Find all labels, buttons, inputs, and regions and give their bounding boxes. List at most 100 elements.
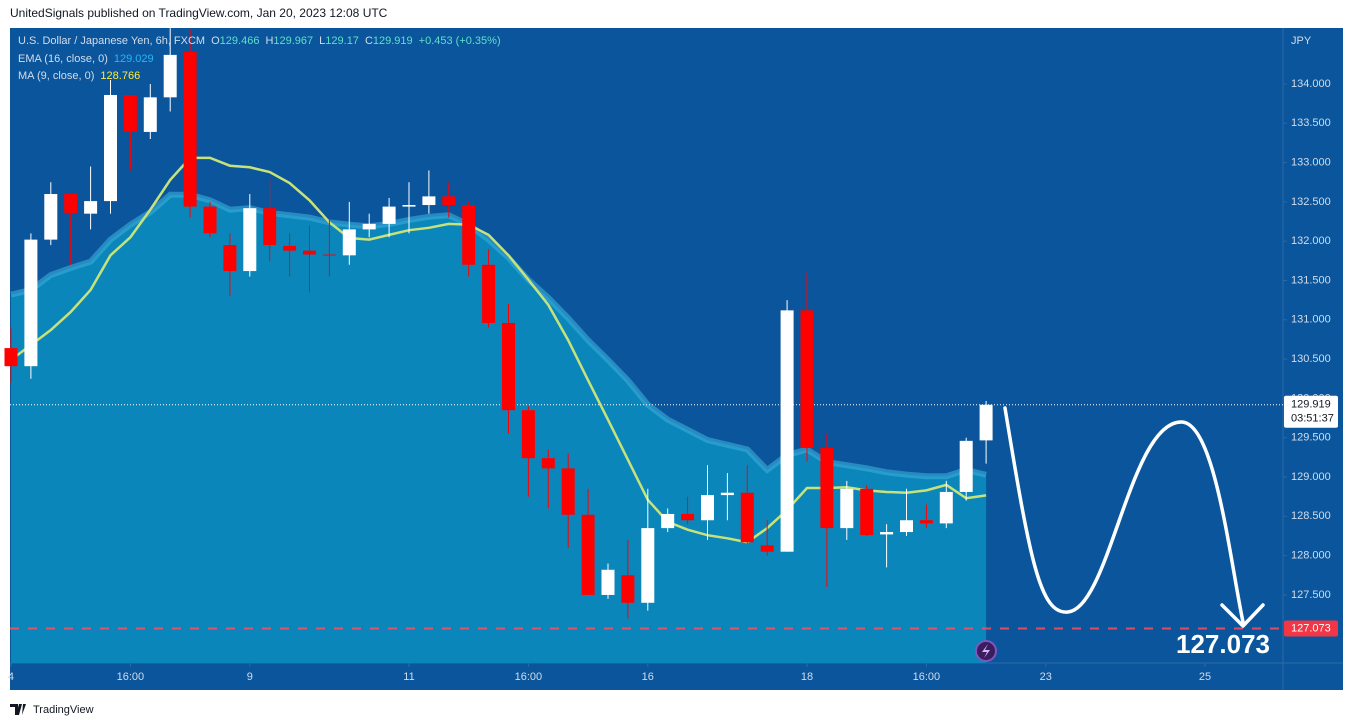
y-tick-label: 134.000 <box>1291 78 1331 90</box>
y-tick-label: 133.000 <box>1291 156 1331 168</box>
legend-title: U.S. Dollar / Japanese Yen, 6h, FXCM <box>18 35 205 47</box>
y-tick-label: 129.000 <box>1291 471 1331 483</box>
candle-body <box>541 458 555 469</box>
currency: JPY <box>1291 35 1312 47</box>
logo-mark <box>10 704 26 715</box>
x-tick-label: 11 <box>403 671 414 683</box>
x-tick-label: 16 <box>642 671 654 683</box>
ohlc-value: 129.17 <box>325 35 359 47</box>
y-tick-label: 131.000 <box>1291 314 1331 326</box>
y-tick-label: 131.500 <box>1291 274 1331 286</box>
candle-body <box>641 528 655 603</box>
candle-body <box>661 513 675 529</box>
candle-body <box>899 520 913 533</box>
candle-body <box>820 447 834 529</box>
y-tick-label: 132.500 <box>1291 196 1331 208</box>
candle-body <box>44 194 58 240</box>
y-tick-label: 132.000 <box>1291 235 1331 247</box>
candle-body <box>4 348 18 367</box>
y-tick-label: 129.500 <box>1291 432 1331 444</box>
candle-body <box>860 488 874 536</box>
candle-body <box>800 310 814 448</box>
indicator-name: MA (9, close, 0) <box>18 70 94 82</box>
legend-indicator: MA (9, close, 0) 128.766 <box>18 70 140 82</box>
candle-body <box>322 254 336 256</box>
y-tick-label: 127.500 <box>1291 589 1331 601</box>
change-value: +0.453 (+0.35%) <box>419 35 501 47</box>
x-tick-label: 18 <box>801 671 813 683</box>
candle-body <box>203 206 217 234</box>
candle-body <box>143 97 157 132</box>
y-tick-label: 128.500 <box>1291 510 1331 522</box>
candle-body <box>880 532 894 535</box>
target-box <box>1284 620 1338 637</box>
indicator-name: EMA (16, close, 0) <box>18 53 108 65</box>
ohlc-key: H <box>265 35 273 47</box>
candle-body <box>939 491 953 524</box>
x-tick-label: 23 <box>1040 671 1052 683</box>
candle-body <box>959 440 973 492</box>
candle-body <box>64 194 78 213</box>
candle-body <box>163 54 177 98</box>
legend-main: U.S. Dollar / Japanese Yen, 6h, FXCM O129… <box>18 35 501 47</box>
candle-body <box>103 94 117 202</box>
candle-body <box>601 569 615 595</box>
candle-body <box>243 208 257 272</box>
ema-area <box>10 194 987 663</box>
y-tick-label: 128.000 <box>1291 550 1331 562</box>
candle-body <box>700 495 714 521</box>
x-tick-label: 25 <box>1199 671 1211 683</box>
candle-body <box>283 245 297 251</box>
candle-body <box>123 94 137 132</box>
candle-body <box>263 208 277 246</box>
candle-body <box>442 196 456 206</box>
candle-body <box>621 575 635 603</box>
candle-body <box>501 322 515 411</box>
candle-body <box>780 310 794 552</box>
candle-body <box>24 239 38 367</box>
footer-logo: TradingView <box>10 704 94 716</box>
x-tick-label: 16:00 <box>913 671 941 683</box>
candle-body <box>482 264 496 323</box>
ohlc-key: L <box>319 35 325 47</box>
x-tick-label: 16:00 <box>515 671 543 683</box>
candle-body <box>362 223 376 230</box>
countdown-label: 03:51:37 <box>1291 413 1334 425</box>
candle-body <box>422 196 436 206</box>
candle-body <box>919 520 933 524</box>
candle-body <box>302 250 316 255</box>
indicator-value: 128.766 <box>100 70 140 82</box>
ohlc-value: 129.466 <box>220 35 260 47</box>
target-axis-label: 127.073 <box>1291 622 1331 634</box>
candle-body <box>84 201 98 214</box>
projection-curve <box>1003 406 1245 624</box>
last-price-label: 129.919 <box>1291 399 1331 411</box>
x-tick-label: 9 <box>247 671 253 683</box>
candle-body <box>581 514 595 595</box>
candle-body <box>342 229 356 256</box>
candle-body <box>720 492 734 496</box>
x-tick-label: 4 <box>8 671 14 683</box>
ohlc-value: 129.919 <box>373 35 413 47</box>
candle-body <box>183 51 197 207</box>
target-annotation: 127.073 <box>1176 629 1270 659</box>
event-icon-bolt <box>982 644 990 658</box>
candle-body <box>979 404 993 441</box>
candle-body <box>462 205 476 265</box>
candle-body <box>740 492 754 543</box>
candle-body <box>561 468 575 515</box>
last-price-box <box>1284 395 1338 428</box>
candle-body <box>382 206 396 224</box>
y-tick-label: 130.500 <box>1291 353 1331 365</box>
y-tick-label: 133.500 <box>1291 117 1331 129</box>
projection-arrowhead <box>1220 603 1265 628</box>
indicator-value: 129.029 <box>114 53 154 65</box>
plot <box>4 28 1283 663</box>
legend-indicator: EMA (16, close, 0) 129.029 <box>18 53 154 65</box>
ohlc-key: O <box>211 35 220 47</box>
x-tick-label: 16:00 <box>117 671 145 683</box>
ohlc-key: C <box>365 35 373 47</box>
candle-body <box>760 545 774 552</box>
